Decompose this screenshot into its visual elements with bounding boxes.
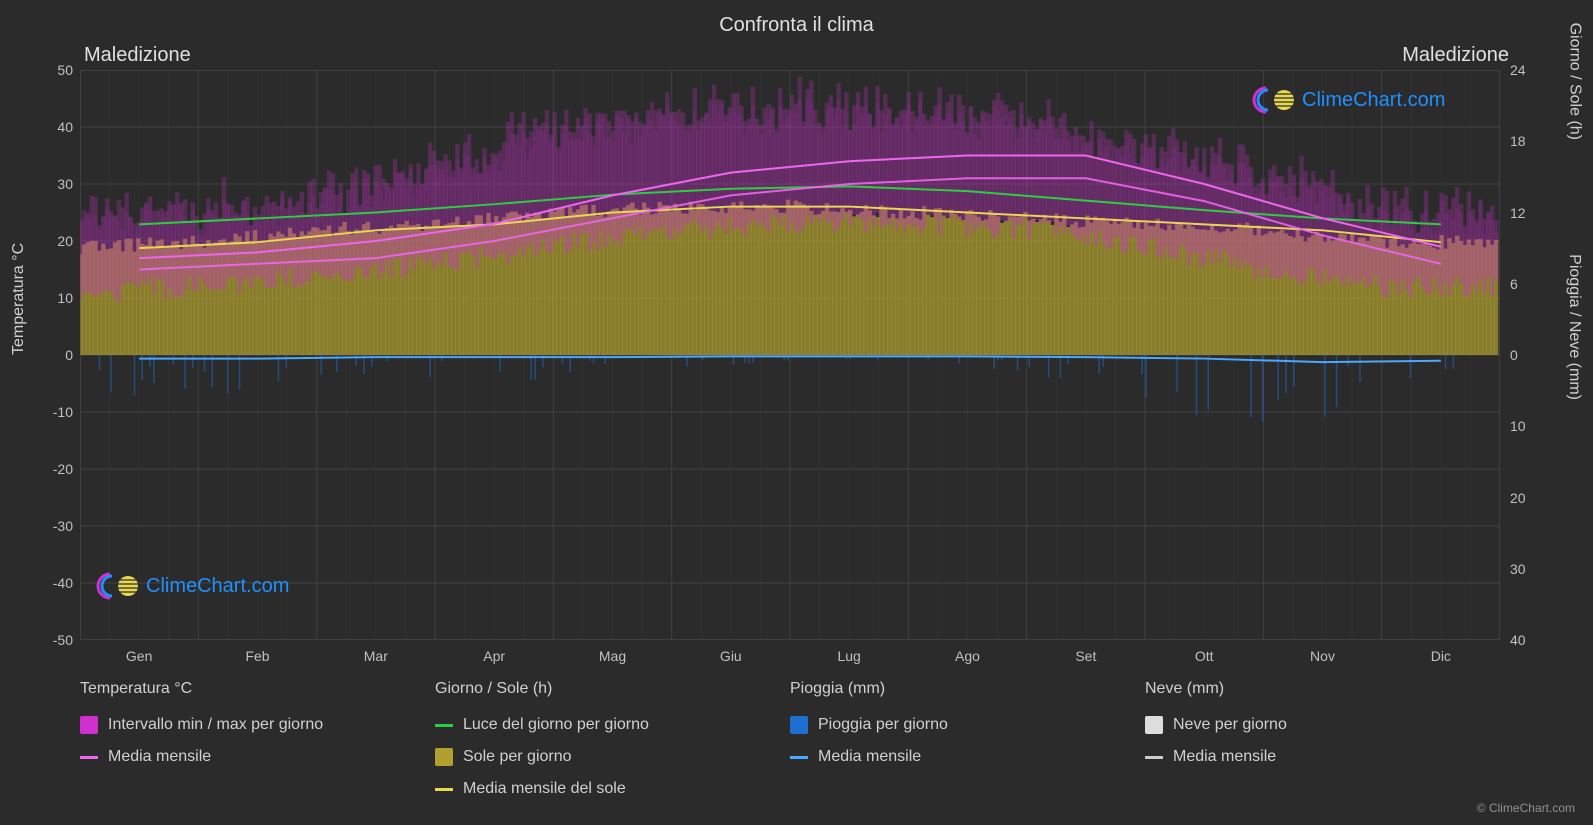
y-left-tick: -20 <box>53 461 73 477</box>
x-tick-label: Feb <box>245 648 269 664</box>
y-right-tick-mm: 20 <box>1510 490 1526 506</box>
svg-text:ClimeChart.com: ClimeChart.com <box>146 575 289 597</box>
swatch-box-icon <box>435 748 453 766</box>
legend-item-label: Sole per giorno <box>463 748 572 766</box>
location-label-left: Maledizione <box>84 44 191 67</box>
legend-item: Pioggia per giorno <box>790 716 1145 734</box>
x-tick-label: Gen <box>126 648 152 664</box>
y-right-tick-hours: 0 <box>1510 347 1518 363</box>
y-axis-right-label-top: Giorno / Sole (h) <box>1565 23 1583 140</box>
swatch-box-icon <box>790 716 808 734</box>
swatch-line-icon <box>435 724 453 727</box>
legend-item-label: Neve per giorno <box>1173 716 1287 734</box>
y-left-tick: -30 <box>53 518 73 534</box>
legend-item-label: Pioggia per giorno <box>818 716 948 734</box>
swatch-line-icon <box>1145 756 1163 759</box>
y-right-tick-hours: 12 <box>1510 205 1526 221</box>
x-tick-label: Mag <box>599 648 626 664</box>
x-tick-label: Dic <box>1431 648 1451 664</box>
swatch-box-icon <box>80 716 98 734</box>
legend-item: Media mensile <box>1145 748 1500 766</box>
legend-group-title: Giorno / Sole (h) <box>435 680 790 698</box>
y-right-tick-hours: 6 <box>1510 276 1518 292</box>
legend-item-label: Media mensile del sole <box>463 780 626 798</box>
climate-chart-svg: ClimeChart.com ClimeChart.com <box>80 70 1500 640</box>
location-label-right: Maledizione <box>1402 44 1509 67</box>
y-axis-left-label: Temperatura °C <box>10 243 28 355</box>
legend-item-label: Media mensile <box>1173 748 1276 766</box>
legend-group: Neve (mm) Neve per giorno Media mensile <box>1145 680 1500 798</box>
swatch-box-icon <box>1145 716 1163 734</box>
x-tick-label: Giu <box>720 648 742 664</box>
y-left-tick: -10 <box>53 404 73 420</box>
x-tick-label: Set <box>1075 648 1096 664</box>
y-left-tick: 50 <box>57 62 73 78</box>
y-left-tick: 30 <box>57 176 73 192</box>
legend-item: Media mensile <box>790 748 1145 766</box>
y-right-tick-mm: 40 <box>1510 632 1526 648</box>
y-left-tick: 0 <box>65 347 73 363</box>
y-left-tick: 10 <box>57 290 73 306</box>
y-right-tick-hours: 18 <box>1510 133 1526 149</box>
legend-item-label: Media mensile <box>818 748 921 766</box>
svg-text:ClimeChart.com: ClimeChart.com <box>1302 89 1445 111</box>
legend-group: Temperatura °C Intervallo min / max per g… <box>80 680 435 798</box>
chart-title: Confronta il clima <box>0 0 1593 37</box>
legend: Temperatura °C Intervallo min / max per g… <box>80 680 1500 798</box>
legend-item-label: Luce del giorno per giorno <box>463 716 649 734</box>
legend-item-label: Intervallo min / max per giorno <box>108 716 323 734</box>
y-axis-right-label-bottom: Pioggia / Neve (mm) <box>1565 254 1583 400</box>
x-tick-label: Ago <box>955 648 980 664</box>
x-tick-label: Lug <box>837 648 860 664</box>
plot-area: ClimeChart.com ClimeChart.com <box>80 70 1500 640</box>
legend-group-title: Neve (mm) <box>1145 680 1500 698</box>
legend-group: Giorno / Sole (h) Luce del giorno per gio… <box>435 680 790 798</box>
legend-item: Intervallo min / max per giorno <box>80 716 435 734</box>
legend-item: Luce del giorno per giorno <box>435 716 790 734</box>
legend-group-title: Temperatura °C <box>80 680 435 698</box>
legend-item: Media mensile del sole <box>435 780 790 798</box>
y-right-tick-mm: 30 <box>1510 561 1526 577</box>
swatch-line-icon <box>790 756 808 759</box>
y-left-tick: 20 <box>57 233 73 249</box>
copyright-text: © ClimeChart.com <box>1477 801 1575 815</box>
x-tick-label: Nov <box>1310 648 1335 664</box>
x-tick-label: Apr <box>483 648 505 664</box>
legend-group-title: Pioggia (mm) <box>790 680 1145 698</box>
legend-item: Media mensile <box>80 748 435 766</box>
y-left-tick: 40 <box>57 119 73 135</box>
y-right-tick-hours: 24 <box>1510 62 1526 78</box>
y-left-tick: -50 <box>53 632 73 648</box>
y-left-tick: -40 <box>53 575 73 591</box>
legend-group: Pioggia (mm) Pioggia per giorno Media mens… <box>790 680 1145 798</box>
swatch-line-icon <box>435 788 453 791</box>
x-tick-label: Ott <box>1195 648 1214 664</box>
legend-item-label: Media mensile <box>108 748 211 766</box>
legend-item: Neve per giorno <box>1145 716 1500 734</box>
swatch-line-icon <box>80 756 98 759</box>
y-right-tick-mm: 10 <box>1510 418 1526 434</box>
legend-item: Sole per giorno <box>435 748 790 766</box>
x-tick-label: Mar <box>364 648 388 664</box>
